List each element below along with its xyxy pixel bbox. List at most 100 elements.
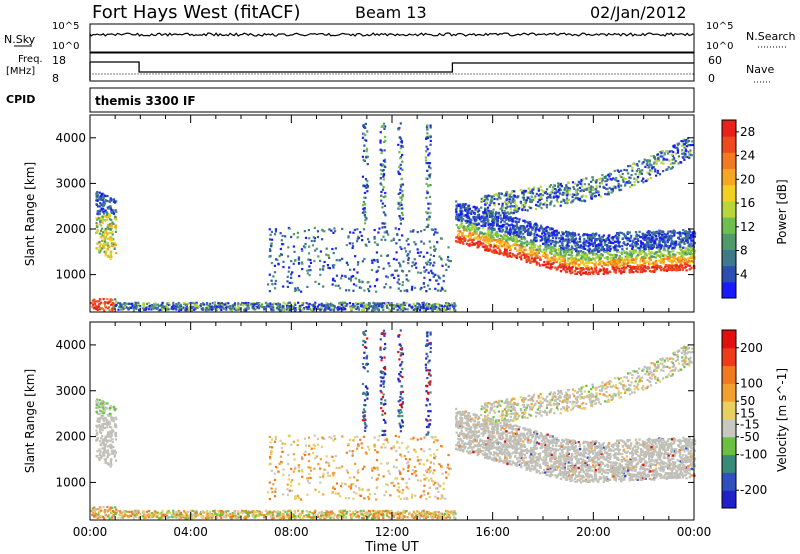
power-cell bbox=[498, 252, 501, 256]
power-cell bbox=[666, 255, 669, 259]
power-cell bbox=[376, 260, 379, 263]
power-cell bbox=[325, 247, 328, 250]
power-cell bbox=[399, 188, 402, 191]
power-cell bbox=[200, 303, 203, 306]
power-cell bbox=[426, 148, 429, 151]
power-cell bbox=[577, 271, 580, 274]
power-cell bbox=[351, 305, 354, 308]
power-cell bbox=[550, 227, 553, 230]
power-cell bbox=[564, 269, 567, 272]
power-cell bbox=[516, 244, 519, 247]
power-cell bbox=[356, 237, 359, 240]
power-cell bbox=[569, 271, 572, 275]
power-cell bbox=[648, 244, 651, 247]
power-cell bbox=[648, 252, 651, 256]
power-cell bbox=[101, 221, 104, 224]
power-cell bbox=[463, 203, 466, 206]
power-cell bbox=[425, 126, 429, 129]
power-cell bbox=[399, 185, 403, 188]
power-cell bbox=[655, 264, 658, 267]
power-cell bbox=[602, 234, 605, 237]
power-cell bbox=[96, 199, 99, 202]
power-cell bbox=[645, 237, 648, 240]
power-cell bbox=[672, 250, 675, 253]
power-cell bbox=[514, 216, 517, 220]
power-cell bbox=[373, 285, 377, 288]
power-cell bbox=[156, 303, 159, 306]
power-cell bbox=[609, 253, 612, 256]
power-cell bbox=[457, 204, 460, 208]
power-cell bbox=[429, 124, 432, 127]
power-cell bbox=[104, 243, 108, 247]
power-cell bbox=[390, 302, 393, 305]
power-cell bbox=[594, 262, 597, 266]
power-cell bbox=[422, 303, 425, 307]
power-cell bbox=[638, 252, 641, 255]
power-cell bbox=[630, 256, 633, 259]
power-cell bbox=[584, 254, 587, 257]
power-cell bbox=[314, 280, 317, 283]
power-cell bbox=[132, 309, 135, 312]
power-cell bbox=[655, 262, 658, 265]
power-cell bbox=[654, 256, 657, 259]
power-cell bbox=[631, 261, 634, 264]
power-cell bbox=[684, 265, 687, 269]
power-cell bbox=[142, 302, 145, 305]
power-cell bbox=[471, 210, 474, 213]
power-cell bbox=[595, 239, 599, 242]
power-cell bbox=[642, 256, 645, 259]
power-cell bbox=[426, 161, 430, 165]
power-cell bbox=[314, 301, 317, 304]
power-cell bbox=[401, 145, 404, 149]
power-cell bbox=[487, 232, 490, 236]
power-cell bbox=[309, 258, 312, 262]
power-cell bbox=[573, 264, 576, 267]
power-cell bbox=[361, 211, 365, 214]
power-cell bbox=[636, 243, 639, 246]
power-cell bbox=[468, 232, 471, 235]
power-cell bbox=[365, 139, 368, 142]
power-cell bbox=[655, 230, 658, 233]
power-cell bbox=[621, 245, 624, 248]
power-cell bbox=[609, 247, 612, 251]
power-cell bbox=[123, 302, 126, 305]
power-cell bbox=[313, 226, 316, 230]
power-cell bbox=[616, 249, 619, 252]
power-cell bbox=[270, 261, 273, 265]
power-cell bbox=[643, 269, 646, 272]
power-cell bbox=[643, 256, 647, 260]
power-cell bbox=[565, 251, 568, 254]
power-cell bbox=[517, 228, 520, 231]
power-cell bbox=[195, 301, 198, 304]
power-cell bbox=[500, 224, 503, 228]
power-cell bbox=[667, 246, 670, 250]
power-cell bbox=[282, 308, 285, 312]
power-cell bbox=[463, 236, 466, 239]
power-cell bbox=[478, 216, 481, 219]
power-cell bbox=[333, 230, 337, 233]
power-cell bbox=[498, 248, 501, 251]
power-cell bbox=[687, 233, 691, 236]
power-cell bbox=[634, 251, 637, 254]
power-cell bbox=[358, 280, 361, 283]
power-cell bbox=[542, 264, 545, 267]
power-cell bbox=[110, 218, 113, 222]
power-cell bbox=[362, 184, 365, 187]
power-cell bbox=[582, 271, 585, 275]
power-cell bbox=[503, 250, 506, 254]
power-cell bbox=[592, 256, 595, 259]
power-cell bbox=[483, 236, 486, 239]
power-cell bbox=[595, 246, 599, 249]
power-cell bbox=[592, 257, 595, 261]
power-cell bbox=[366, 190, 369, 193]
power-cell bbox=[234, 308, 238, 312]
power-cell bbox=[681, 237, 684, 240]
power-cell bbox=[588, 261, 592, 264]
power-cell bbox=[529, 247, 532, 250]
power-cell bbox=[284, 235, 287, 238]
power-cell bbox=[495, 211, 498, 214]
power-cell bbox=[683, 237, 686, 240]
power-cell bbox=[686, 232, 690, 235]
power-cell bbox=[465, 207, 468, 210]
power-cell bbox=[575, 248, 578, 251]
